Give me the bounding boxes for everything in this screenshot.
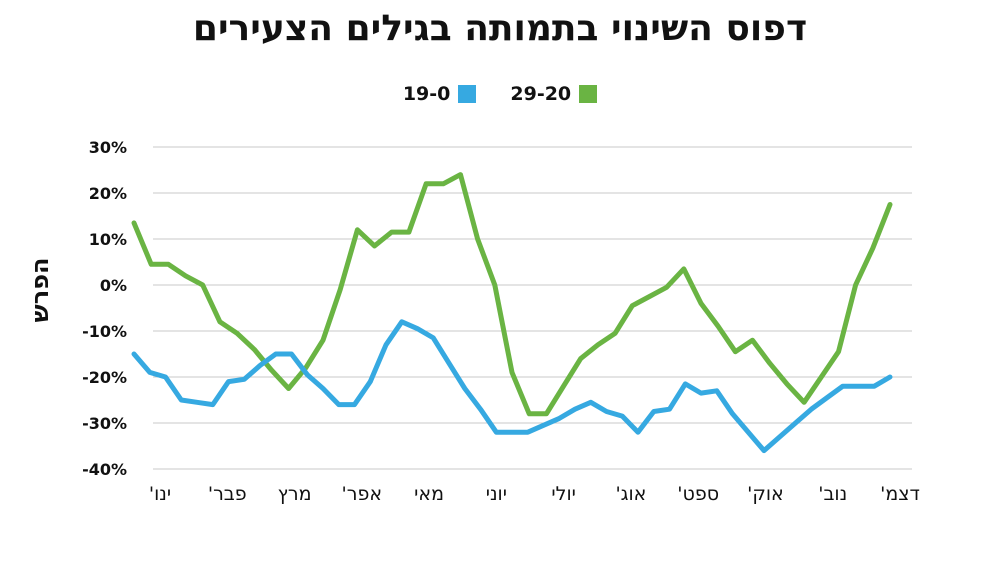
legend-label-29-20: 29-20 [510, 83, 572, 105]
y-tick-label: 10% [89, 230, 127, 249]
legend-swatch-blue [458, 85, 477, 103]
series-line-29-20 [131, 172, 893, 417]
x-tick-label: יולי [551, 483, 575, 505]
y-tick-label: 20% [89, 184, 127, 203]
x-tick-label: אוק' [747, 483, 784, 505]
x-tick-label: יוני [486, 483, 507, 505]
series-line-19-0 [131, 319, 893, 454]
x-tick-label: דצמ' [880, 483, 920, 505]
x-tick-label: נוב' [818, 483, 847, 505]
legend-item-19-0: 19-0 [403, 83, 477, 105]
y-tick-label: -10% [82, 322, 127, 341]
y-tick-label: -40% [82, 460, 127, 479]
chart-title: דפוס השינוי בתמותה בגילים הצעירים [192, 8, 808, 49]
x-tick-label: מאי [414, 483, 444, 505]
y-tick-labels: 30% 20% 10% 0% -10% -20% -30% -40% [82, 138, 127, 479]
x-tick-label: מרץ [278, 483, 312, 505]
x-tick-label: פבר' [208, 483, 247, 505]
x-tick-label: ספט' [677, 483, 719, 505]
y-tick-label: -20% [82, 368, 127, 387]
x-tick-label: אפר' [342, 483, 383, 505]
grid-lines [153, 146, 912, 470]
x-tick-label: ינו' [149, 483, 171, 505]
y-tick-label: 30% [89, 138, 127, 157]
legend-swatch-green [579, 85, 598, 103]
x-tick-label: אוג' [615, 483, 646, 505]
x-tick-labels: ינו' פבר' מרץ אפר' מאי יוני יולי אוג' ספט' אוק' נו… [149, 483, 920, 505]
legend-label-19-0: 19-0 [402, 83, 451, 105]
y-tick-label: -30% [82, 414, 127, 433]
y-axis-label: הפרש [26, 258, 54, 323]
series-lines [131, 172, 893, 454]
y-tick-label: 0% [100, 276, 127, 295]
legend-item-29-20: 29-20 [510, 83, 598, 105]
legend: 19-0 29-20 [0, 83, 1000, 105]
